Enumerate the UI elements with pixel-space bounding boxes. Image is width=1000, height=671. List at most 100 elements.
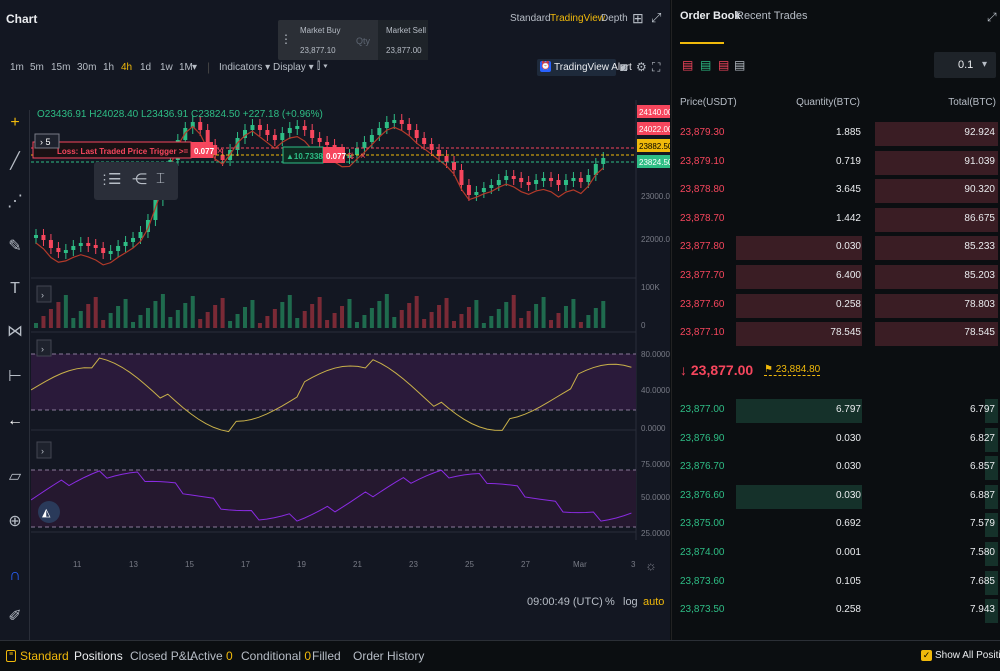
log-scale-toggle[interactable]: log	[623, 596, 638, 608]
tab-underline	[680, 42, 724, 44]
palette-tree-icon[interactable]: ⋲	[132, 171, 147, 188]
crosshair-icon[interactable]: +	[10, 114, 20, 131]
orderbook-bid-row[interactable]: 23,876.70 0.030 6.857	[672, 453, 1000, 481]
mark-price[interactable]: ⚑ 23,884.80	[764, 364, 821, 376]
date-axis-label: 25	[465, 560, 474, 569]
zoom-icon[interactable]: ⊕	[8, 513, 22, 530]
pattern-icon[interactable]: ⋈	[7, 323, 23, 340]
brush-icon[interactable]: ✎	[8, 238, 22, 255]
candle	[601, 158, 606, 164]
ohlc-legend: O23436.91 H24028.40 L23436.91 C23824.50 …	[37, 109, 323, 120]
timeframe-15m[interactable]: 15m	[51, 62, 71, 73]
expand-orderbook-icon[interactable]: ⤢	[987, 10, 997, 24]
volume-bar	[168, 317, 173, 328]
candle	[377, 128, 382, 135]
orderbook-bid-row[interactable]: 23,873.60 0.105 7.685	[672, 568, 1000, 596]
ruler-icon[interactable]: ▱	[8, 468, 22, 485]
auto-scale-toggle[interactable]: auto	[643, 596, 665, 608]
volume-bar	[377, 301, 382, 328]
timeframe-30m[interactable]: 30m	[77, 62, 97, 73]
show-all-checkbox[interactable]: ✓	[921, 650, 932, 661]
tradingview-logo	[38, 501, 60, 523]
measure-icon[interactable]: ⊢	[8, 368, 22, 385]
orderbook-ask-row[interactable]: 23,878.70 1.442 86.675	[672, 205, 1000, 233]
camera-icon[interactable]: ◙	[620, 60, 628, 74]
palette-lines-icon[interactable]: ☰	[108, 171, 122, 188]
both-side-view-icon[interactable]: ▤	[682, 58, 694, 72]
tab-order-history[interactable]: Order History	[353, 649, 425, 663]
volume-bar	[481, 323, 486, 328]
candle	[295, 126, 300, 129]
magnet-icon[interactable]: ∩	[9, 567, 21, 584]
timeframe-dropdown-icon[interactable]: ▾	[192, 62, 198, 73]
volume-axis-label: 0	[641, 321, 646, 330]
orderbook-bid-row[interactable]: 23,874.00 0.001 7.580	[672, 539, 1000, 567]
orderbook-ask-row[interactable]: 23,877.70 6.400 85.203	[672, 262, 1000, 290]
orderbook-bid-row[interactable]: 23,873.50 0.258 7.943	[672, 596, 1000, 624]
fullscreen-icon[interactable]: ⛶	[652, 60, 661, 74]
tab-positions[interactable]: Positions	[74, 649, 123, 663]
tab-filled[interactable]: Filled	[312, 649, 341, 663]
timeframe-4h[interactable]: 4h	[121, 62, 133, 73]
rsi-line	[31, 357, 632, 433]
tab-conditional[interactable]: Conditional 0	[241, 649, 312, 663]
bid-price: 23,874.00	[680, 547, 725, 558]
indicators-button[interactable]: Indicators ▾	[219, 62, 271, 73]
tradingview-alert-button[interactable]: ⏰ TradingView Alert	[537, 59, 632, 76]
settings-icon[interactable]: ⚙	[636, 60, 647, 74]
candle-type-icon[interactable]: ⫿ ▾	[317, 61, 328, 72]
market-sell-button[interactable]: Market Sell 23,877.00	[378, 20, 428, 60]
view-standard[interactable]: Standard	[510, 13, 551, 24]
view-tradingview[interactable]: TradingView	[550, 13, 606, 24]
precision-select[interactable]: 0.1 ▾	[934, 52, 996, 78]
candle	[563, 180, 568, 185]
date-axis-label: 21	[353, 560, 362, 569]
candle	[407, 124, 412, 130]
volume-bar	[257, 323, 262, 328]
timeframe-1h[interactable]: 1h	[103, 62, 115, 73]
orderbook-bid-row[interactable]: 23,876.60 0.030 6.887	[672, 482, 1000, 510]
drag-handle-icon[interactable]: ⋮	[280, 32, 292, 46]
pane-collapse-button	[36, 441, 52, 459]
tab-recent-trades[interactable]: Recent Trades	[736, 10, 808, 22]
grid-layout-icon[interactable]: ⊞	[632, 10, 644, 26]
orderbook-ask-row[interactable]: 23,878.80 3.645 90.320	[672, 176, 1000, 204]
orderbook-bid-row[interactable]: 23,877.00 6.797 6.797	[672, 396, 1000, 424]
view-depth[interactable]: Depth	[601, 13, 628, 24]
back-arrow-icon[interactable]: ←	[7, 412, 23, 429]
tab-standard[interactable]: Standard	[20, 649, 69, 663]
expand-icon[interactable]: ⤢	[651, 10, 662, 25]
orderbook-ask-row[interactable]: 23,877.60 0.258 78.803	[672, 291, 1000, 319]
fib-icon[interactable]: ⋰	[7, 193, 23, 210]
qty-input[interactable]: Qty	[356, 36, 371, 46]
timeframe-1w[interactable]: 1w	[160, 62, 173, 73]
orderbook-ask-row[interactable]: 23,877.80 0.030 85.233	[672, 233, 1000, 261]
timeframe-1d[interactable]: 1d	[140, 62, 152, 73]
trendline-icon[interactable]: ╱	[10, 153, 20, 170]
asks-view-icon[interactable]: ▤	[718, 58, 730, 72]
display-button[interactable]: Display ▾	[273, 62, 314, 73]
volume-bar	[190, 296, 195, 328]
price-chart[interactable]: 24140.00 24022.00 23882.50 23824.50 23000.00…	[31, 100, 670, 605]
timeframe-5m[interactable]: 5m	[30, 62, 44, 73]
bids-view-icon[interactable]: ▤	[700, 58, 712, 72]
tab-active[interactable]: Active 0	[190, 649, 233, 663]
palette-measure-icon[interactable]: ⌶	[156, 170, 166, 187]
orderbook-ask-row[interactable]: 23,879.30 1.885 92.924	[672, 119, 1000, 147]
palette-handle-icon[interactable]: ⋮	[98, 172, 111, 187]
timeframe-1M[interactable]: 1M	[179, 62, 193, 73]
qty-depth-bar	[736, 265, 862, 289]
depth-view-icon[interactable]: ▤	[734, 58, 746, 72]
market-buy-button[interactable]: Market Buy 23,877.10	[290, 20, 340, 60]
candle	[549, 178, 554, 181]
text-icon[interactable]: T	[10, 280, 20, 297]
tab-closed-pnl[interactable]: Closed P&L	[130, 649, 194, 663]
tab-order-book[interactable]: Order Book	[680, 10, 741, 22]
orderbook-bid-row[interactable]: 23,875.00 0.692 7.579	[672, 510, 1000, 538]
orderbook-ask-row[interactable]: 23,879.10 0.719 91.039	[672, 148, 1000, 176]
pencil-lock-icon[interactable]: ✐	[8, 608, 22, 625]
orderbook-ask-row[interactable]: 23,877.10 78.545 78.545	[672, 319, 1000, 347]
timeframe-1m[interactable]: 1m	[10, 62, 24, 73]
percent-scale-toggle[interactable]: %	[605, 596, 615, 608]
orderbook-bid-row[interactable]: 23,876.90 0.030 6.827	[672, 425, 1000, 453]
